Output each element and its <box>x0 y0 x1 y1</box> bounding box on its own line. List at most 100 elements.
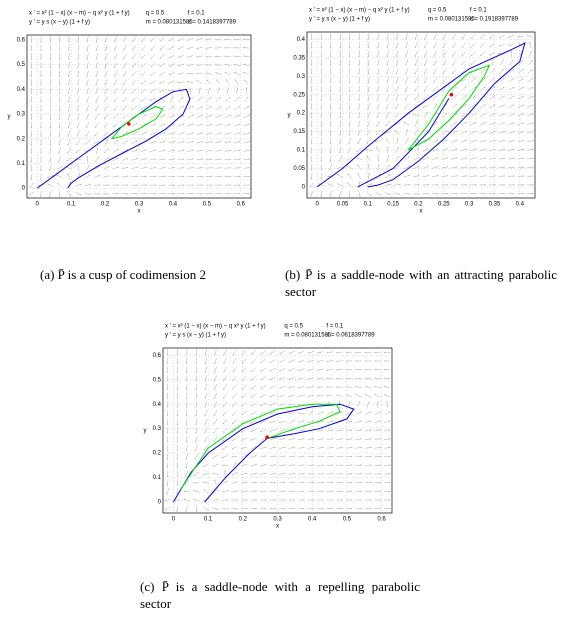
field-arrow <box>260 385 267 389</box>
field-arrow <box>94 165 100 170</box>
field-arrow <box>169 96 174 103</box>
field-arrow <box>309 182 315 188</box>
field-arrow <box>241 358 247 364</box>
field-arrow <box>470 166 477 169</box>
field-arrow <box>423 77 428 83</box>
field-arrow <box>527 60 533 66</box>
field-arrow <box>518 69 524 74</box>
field-arrow <box>384 174 391 179</box>
field-arrow <box>441 166 449 169</box>
field-arrow <box>288 359 295 363</box>
field-arrow <box>232 462 237 469</box>
field-arrow <box>85 165 90 171</box>
field-arrow <box>508 157 515 160</box>
field-arrow <box>376 147 381 153</box>
field-arrow <box>405 59 409 66</box>
field-arrow <box>357 401 361 408</box>
field-arrow <box>95 36 99 43</box>
field-arrow <box>123 53 127 60</box>
field-arrow <box>269 376 276 381</box>
field-arrow <box>77 87 80 95</box>
field-arrow <box>185 444 188 452</box>
field-arrow <box>376 103 380 110</box>
field-arrow <box>489 122 496 126</box>
y-tick-label: 0.35 <box>293 55 305 61</box>
field-arrow <box>452 59 457 66</box>
field-arrow <box>326 369 334 371</box>
field-arrow <box>195 392 198 400</box>
field-arrow <box>404 147 409 153</box>
field-arrow <box>355 394 362 398</box>
field-arrow <box>317 446 324 449</box>
equation: x ' = x² (1 − x) (x − m) − q x² y (1 + f… <box>309 8 410 14</box>
field-arrow <box>374 385 381 388</box>
trajectory <box>111 106 164 140</box>
field-arrow <box>377 155 379 162</box>
field-arrow <box>215 141 222 144</box>
field-arrow <box>177 46 184 50</box>
field-arrow <box>269 464 277 466</box>
field-arrow <box>122 114 128 119</box>
field-arrow <box>405 33 408 40</box>
field-arrow <box>74 158 82 161</box>
field-arrow <box>204 392 208 400</box>
field-arrow <box>77 164 80 172</box>
field-arrow <box>374 438 382 440</box>
field-arrow <box>508 131 515 134</box>
field-arrow <box>86 70 89 77</box>
field-arrow <box>177 63 185 67</box>
field-arrow <box>403 121 410 126</box>
x-tick-label: 0 <box>172 517 176 523</box>
trajectory <box>357 98 450 188</box>
field-arrow <box>193 490 200 493</box>
field-arrow <box>288 446 296 449</box>
field-arrow <box>159 114 166 119</box>
field-arrow <box>498 166 506 169</box>
field-arrow <box>231 508 239 510</box>
field-arrow <box>204 357 207 365</box>
field-arrow <box>470 42 476 48</box>
field-arrow <box>460 175 468 177</box>
field-arrow <box>132 62 137 68</box>
field-arrow <box>433 50 438 57</box>
field-arrow <box>67 147 71 154</box>
field-arrow <box>298 359 305 363</box>
field-arrow <box>288 473 296 475</box>
field-arrow <box>365 411 372 415</box>
field-arrow <box>213 436 218 442</box>
field-arrow <box>140 97 147 102</box>
field-arrow <box>85 122 90 129</box>
field-arrow <box>336 446 343 449</box>
field-arrow <box>203 463 209 468</box>
field-arrow <box>384 192 392 195</box>
field-arrow <box>250 455 257 458</box>
field-arrow <box>140 132 147 136</box>
field-arrow <box>279 429 286 432</box>
field-arrow <box>159 89 166 93</box>
field-arrow <box>413 156 420 161</box>
field-arrow <box>187 167 194 169</box>
field-arrow <box>159 45 166 51</box>
x-tick-label: 0.2 <box>414 202 423 208</box>
field-arrow <box>498 122 505 126</box>
field-arrow <box>337 183 344 187</box>
field-arrow <box>508 140 515 143</box>
field-arrow <box>159 63 166 67</box>
field-arrow <box>250 411 257 415</box>
field-arrow <box>508 34 515 38</box>
field-arrow <box>123 62 127 68</box>
field-arrow <box>470 33 476 39</box>
field-arrow <box>213 427 218 434</box>
x-tick-label: 0.3 <box>135 202 144 208</box>
field-arrow <box>168 105 175 110</box>
field-arrow <box>68 70 70 78</box>
x-tick-label: 0 <box>36 202 40 208</box>
field-arrow <box>346 156 353 161</box>
field-arrow <box>103 166 110 170</box>
field-arrow <box>240 490 248 492</box>
field-arrow <box>498 86 505 91</box>
field-arrow <box>461 68 467 74</box>
field-arrow <box>93 184 101 186</box>
field-arrow <box>441 157 449 160</box>
field-arrow <box>250 393 257 398</box>
